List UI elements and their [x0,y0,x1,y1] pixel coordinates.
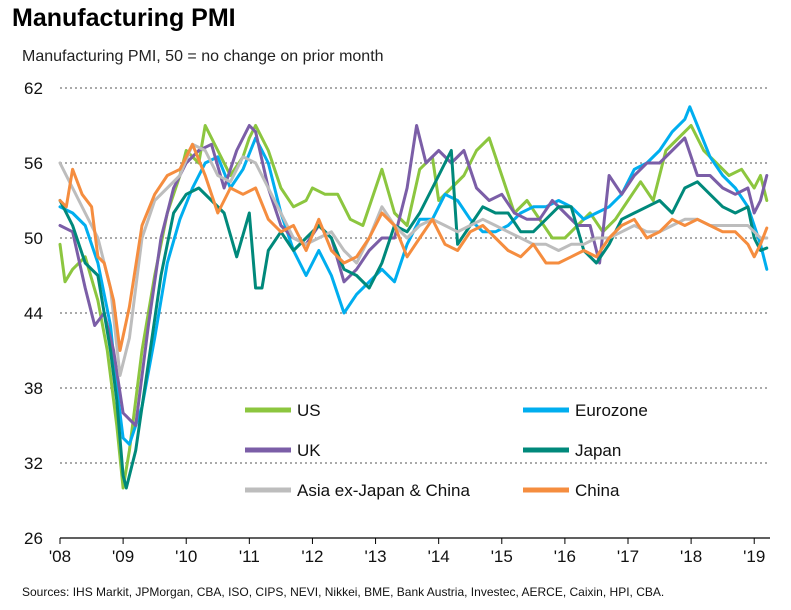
x-tick-label: '14 [428,547,450,566]
x-tick-label: '18 [680,547,702,566]
y-tick-label: 62 [24,79,43,98]
y-tick-label: 44 [24,304,43,323]
x-tick-label: '13 [364,547,386,566]
legend-label-us: US [297,401,321,420]
legend-label-asia-ex-japan-china: Asia ex-Japan & China [297,481,470,500]
series-line-china [58,142,769,352]
legend-label-eurozone: Eurozone [575,401,648,420]
x-tick-label: '10 [175,547,197,566]
chart-title: Manufacturing PMI [12,4,236,32]
series-line-uk [58,124,769,427]
chart-subtitle: Manufacturing PMI, 50 = no change on pri… [22,48,384,65]
y-tick-label: 32 [24,454,43,473]
x-tick-label: '12 [301,547,323,566]
chart-source-note: Sources: IHS Markit, JPMorgan, CBA, ISO,… [22,585,665,599]
y-tick-label: 26 [24,529,43,548]
y-tick-label: 38 [24,379,43,398]
legend-label-china: China [575,481,620,500]
series-line-eurozone [58,105,769,446]
series-lines [58,105,769,490]
x-tick-label: '17 [617,547,639,566]
x-tick-label: '09 [112,547,134,566]
series-line-japan [58,149,769,490]
y-tick-label: 56 [24,154,43,173]
legend-label-uk: UK [297,441,321,460]
legend-label-japan: Japan [575,441,621,460]
axes: 26 32 38 44 50 56 62 '08 '09 '10 '11 '12 '13 '14 '15 '1… [24,79,770,566]
x-tick-label: '19 [743,547,765,566]
x-tick-label: '15 [491,547,513,566]
legend: US Eurozone UK Japan Asia ex-Japan & China Ch… [245,401,648,500]
x-tick-label: '11 [239,547,260,566]
y-tick-label: 50 [24,229,43,248]
x-tick-label: '08 [49,547,71,566]
x-tick-label: '16 [554,547,576,566]
